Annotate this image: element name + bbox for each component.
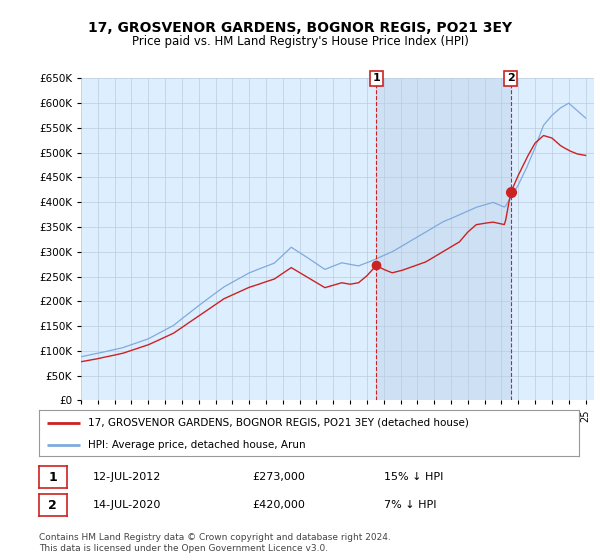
Text: HPI: Average price, detached house, Arun: HPI: Average price, detached house, Arun (88, 440, 305, 450)
Text: 15% ↓ HPI: 15% ↓ HPI (384, 472, 443, 482)
Text: Contains HM Land Registry data © Crown copyright and database right 2024.
This d: Contains HM Land Registry data © Crown c… (39, 533, 391, 553)
Text: 12-JUL-2012: 12-JUL-2012 (93, 472, 161, 482)
Text: 14-JUL-2020: 14-JUL-2020 (93, 500, 161, 510)
Text: 2: 2 (507, 73, 515, 83)
Bar (376, 78, 511, 400)
Text: 17, GROSVENOR GARDENS, BOGNOR REGIS, PO21 3EY (detached house): 17, GROSVENOR GARDENS, BOGNOR REGIS, PO2… (88, 418, 469, 428)
Text: 2: 2 (49, 498, 57, 512)
Text: £273,000: £273,000 (252, 472, 305, 482)
Text: £420,000: £420,000 (252, 500, 305, 510)
Text: Price paid vs. HM Land Registry's House Price Index (HPI): Price paid vs. HM Land Registry's House … (131, 35, 469, 48)
Text: 7% ↓ HPI: 7% ↓ HPI (384, 500, 437, 510)
Text: 17, GROSVENOR GARDENS, BOGNOR REGIS, PO21 3EY: 17, GROSVENOR GARDENS, BOGNOR REGIS, PO2… (88, 21, 512, 35)
Text: 1: 1 (373, 73, 380, 83)
Text: 1: 1 (49, 470, 57, 484)
